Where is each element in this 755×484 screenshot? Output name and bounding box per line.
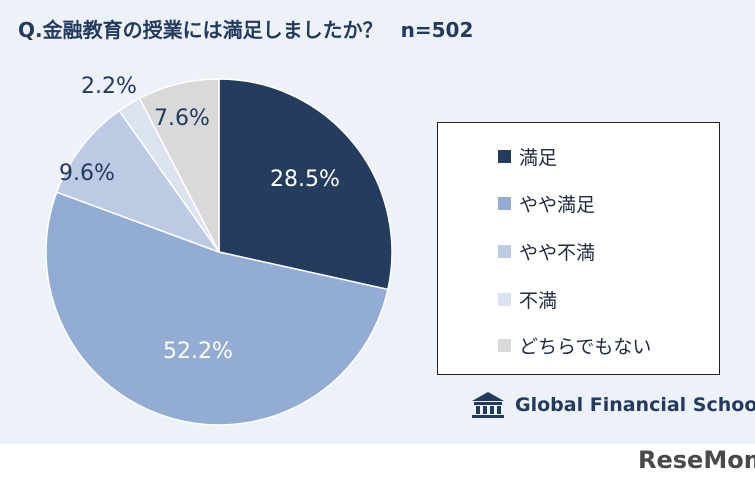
logo-text: Global Financial School	[515, 394, 755, 416]
legend-label: やや不満	[519, 242, 596, 264]
data-label-4: 7.6%	[154, 106, 210, 131]
legend-label: 満足	[519, 147, 558, 169]
title-text: Q.金融教育の授業には満足しましたか？	[18, 18, 383, 42]
pie-slice-0	[218, 78, 393, 291]
legend-swatch	[498, 150, 511, 163]
legend-item-4: どちらでもない	[498, 332, 651, 359]
pie-labels: 28.5% 52.2% 9.6% 2.2% 7.6%	[59, 74, 340, 364]
legend-swatch	[498, 245, 511, 258]
pie-slice-2	[55, 109, 222, 254]
data-label-2: 9.6%	[59, 161, 115, 186]
logo: Global Financial School	[469, 390, 755, 420]
legend-item-1: やや満足	[498, 190, 595, 217]
data-label-1: 52.2%	[163, 339, 233, 364]
legend-swatch	[498, 293, 511, 306]
data-label-0: 28.5%	[270, 167, 340, 192]
pie-chart: 28.5% 52.2% 9.6% 2.2% 7.6%	[45, 74, 393, 426]
legend-label: やや満足	[519, 194, 596, 216]
legend-label: 不満	[519, 290, 558, 312]
school-building-icon	[472, 392, 504, 418]
watermark: ReseMom	[638, 446, 755, 474]
pie-slice-4	[138, 78, 220, 253]
legend-swatch	[498, 197, 511, 210]
pie-slice-1	[45, 191, 389, 426]
legend-item-3: 不満	[498, 286, 557, 313]
pie-slices	[45, 78, 393, 426]
legend-swatch	[498, 339, 511, 352]
legend: 満足やや満足やや不満不満どちらでもない	[437, 122, 720, 375]
data-label-3: 2.2%	[81, 74, 137, 99]
legend-label: どちらでもない	[519, 336, 652, 358]
sample-size: n=502	[400, 18, 474, 42]
chart-title: Q.金融教育の授業には満足しましたか？ n=502	[18, 14, 473, 43]
legend-item-0: 満足	[498, 143, 557, 170]
legend-item-2: やや不満	[498, 238, 595, 265]
